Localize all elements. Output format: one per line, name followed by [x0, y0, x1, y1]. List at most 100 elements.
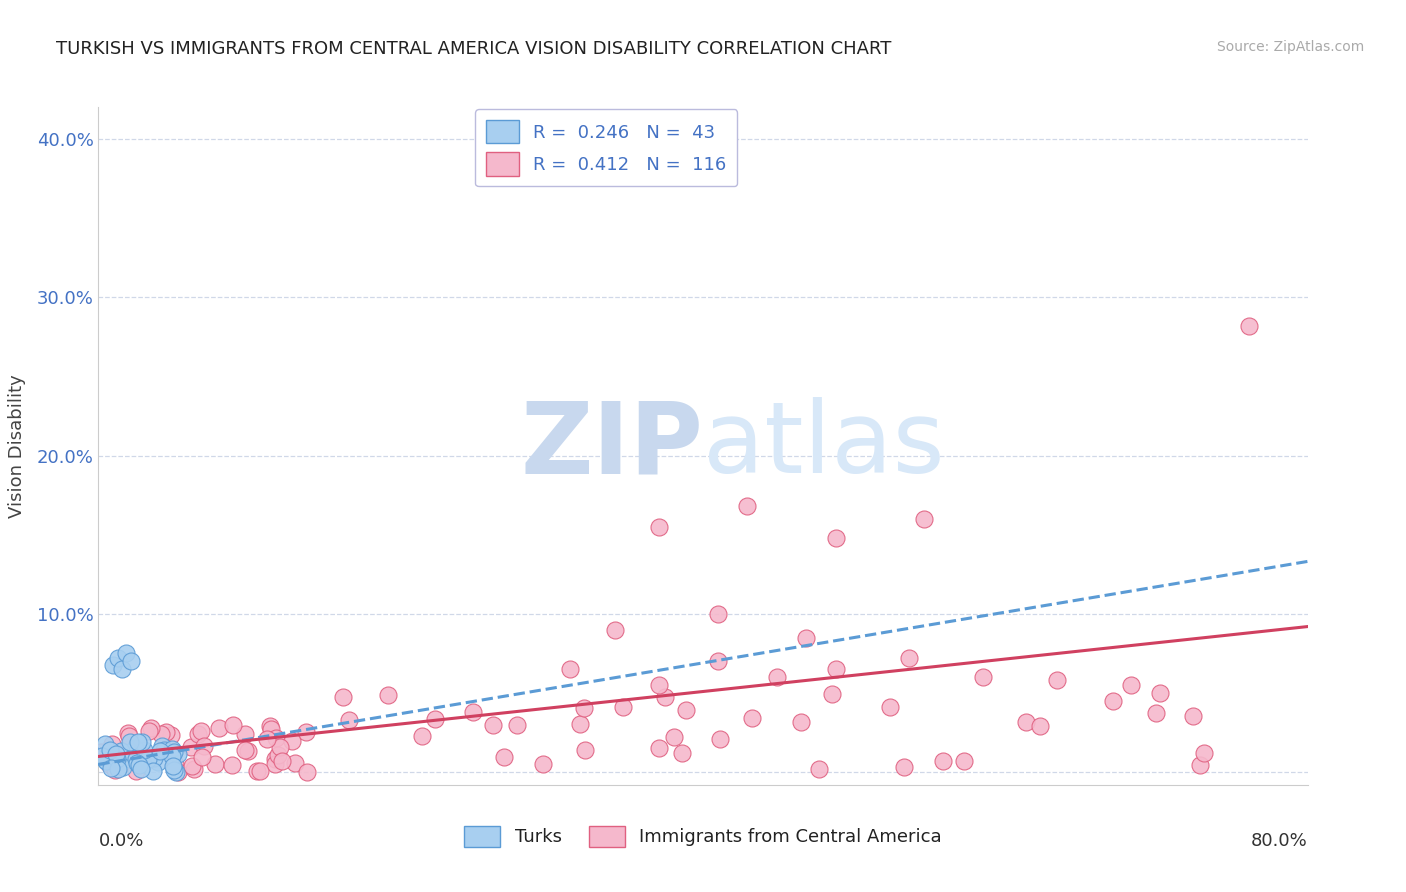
Point — [1119, 678, 1142, 692]
Point — [101, 737, 124, 751]
Point — [821, 687, 844, 701]
Point — [118, 729, 141, 743]
Point — [128, 751, 150, 765]
Point — [893, 760, 915, 774]
Point — [482, 718, 505, 732]
Point — [506, 718, 529, 732]
Point — [879, 699, 901, 714]
Point — [463, 705, 485, 719]
Point — [671, 746, 693, 760]
Point — [709, 731, 731, 746]
Point — [107, 651, 129, 665]
Point — [162, 741, 184, 756]
Point — [263, 752, 285, 766]
Y-axis label: Vision Disability: Vision Disability — [7, 374, 25, 518]
Point — [824, 662, 846, 676]
Point — [204, 757, 226, 772]
Point — [165, 765, 187, 780]
Point — [190, 723, 212, 738]
Point — [1181, 709, 1204, 723]
Point — [166, 747, 188, 761]
Point — [128, 754, 150, 768]
Point — [149, 744, 172, 758]
Point — [117, 726, 139, 740]
Point — [648, 520, 671, 534]
Point — [160, 728, 183, 742]
Point — [100, 743, 122, 757]
Legend: Turks, Immigrants from Central America: Turks, Immigrants from Central America — [457, 819, 949, 854]
Point — [494, 750, 516, 764]
Point — [101, 657, 124, 672]
Point — [94, 754, 117, 768]
Point — [281, 733, 304, 747]
Point — [560, 662, 582, 676]
Point — [111, 662, 134, 676]
Point — [143, 750, 166, 764]
Point — [264, 731, 287, 745]
Point — [246, 764, 269, 778]
Point — [1046, 673, 1069, 688]
Point — [97, 757, 120, 772]
Point — [332, 690, 354, 705]
Point — [193, 739, 215, 754]
Point — [105, 752, 128, 766]
Point — [912, 512, 935, 526]
Point — [222, 718, 245, 732]
Point — [603, 623, 626, 637]
Point — [120, 752, 142, 766]
Point — [425, 712, 447, 726]
Point — [183, 762, 205, 776]
Point — [163, 745, 186, 759]
Point — [411, 729, 433, 743]
Point — [105, 747, 128, 761]
Point — [115, 647, 138, 661]
Point — [118, 735, 141, 749]
Text: 80.0%: 80.0% — [1251, 832, 1308, 850]
Point — [162, 748, 184, 763]
Point — [124, 740, 146, 755]
Point — [233, 727, 256, 741]
Point — [139, 721, 162, 735]
Point — [377, 688, 399, 702]
Point — [648, 740, 671, 755]
Point — [1015, 714, 1038, 729]
Point — [260, 722, 283, 736]
Point — [187, 727, 209, 741]
Point — [155, 724, 177, 739]
Point — [256, 732, 278, 747]
Point — [574, 742, 596, 756]
Point — [706, 607, 728, 621]
Point — [153, 742, 176, 756]
Point — [121, 752, 143, 766]
Point — [131, 735, 153, 749]
Point — [337, 714, 360, 728]
Point — [100, 761, 122, 775]
Point — [612, 700, 634, 714]
Point — [1189, 758, 1212, 772]
Text: Source: ZipAtlas.com: Source: ZipAtlas.com — [1216, 40, 1364, 54]
Point — [249, 764, 271, 779]
Point — [120, 654, 142, 668]
Point — [208, 721, 231, 735]
Point — [574, 700, 596, 714]
Point — [765, 670, 787, 684]
Point — [271, 754, 294, 768]
Point — [132, 743, 155, 757]
Point — [150, 739, 173, 753]
Point — [181, 759, 204, 773]
Point — [807, 762, 830, 776]
Point — [1144, 706, 1167, 721]
Point — [167, 764, 190, 779]
Point — [162, 759, 184, 773]
Point — [165, 757, 187, 772]
Point — [284, 756, 307, 770]
Point — [125, 764, 148, 778]
Point — [295, 725, 318, 739]
Point — [142, 764, 165, 778]
Point — [110, 744, 132, 758]
Point — [233, 743, 256, 757]
Point — [953, 754, 976, 768]
Point — [238, 744, 260, 758]
Point — [654, 690, 676, 704]
Point — [136, 752, 159, 766]
